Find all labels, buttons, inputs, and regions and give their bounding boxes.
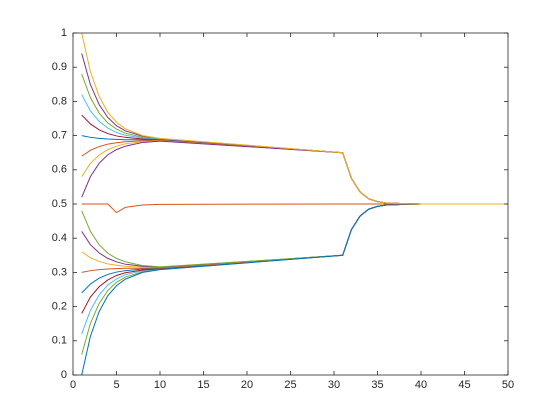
x-tick-label: 35 (371, 379, 383, 391)
y-tick-label: 1 (61, 27, 67, 39)
series-line (81, 203, 508, 214)
x-tick-label: 20 (241, 379, 253, 391)
series-line (81, 32, 508, 205)
y-tick-label: 0.3 (52, 266, 67, 278)
x-tick-label: 15 (197, 379, 209, 391)
y-tick-label: 0.2 (52, 301, 67, 313)
x-tick-label: 10 (154, 379, 166, 391)
series-line (81, 203, 508, 376)
y-tick-label: 0.8 (52, 95, 67, 107)
x-tick-label: 25 (284, 379, 296, 391)
y-tick-label: 0.5 (52, 198, 67, 210)
y-tick-label: 0.6 (52, 164, 67, 176)
x-tick-label: 5 (113, 379, 119, 391)
x-tick-label: 50 (502, 379, 514, 391)
y-tick-label: 0 (61, 369, 67, 381)
x-tick-label: 40 (415, 379, 427, 391)
x-tick-label: 0 (70, 379, 76, 391)
x-tick-label: 45 (458, 379, 470, 391)
x-tick-label: 30 (328, 379, 340, 391)
y-tick-label: 0.1 (52, 335, 67, 347)
y-tick-label: 0.9 (52, 61, 67, 73)
plot-area (81, 32, 508, 376)
y-tick-label: 0.7 (52, 130, 67, 142)
y-tick-label: 0.4 (52, 232, 67, 244)
